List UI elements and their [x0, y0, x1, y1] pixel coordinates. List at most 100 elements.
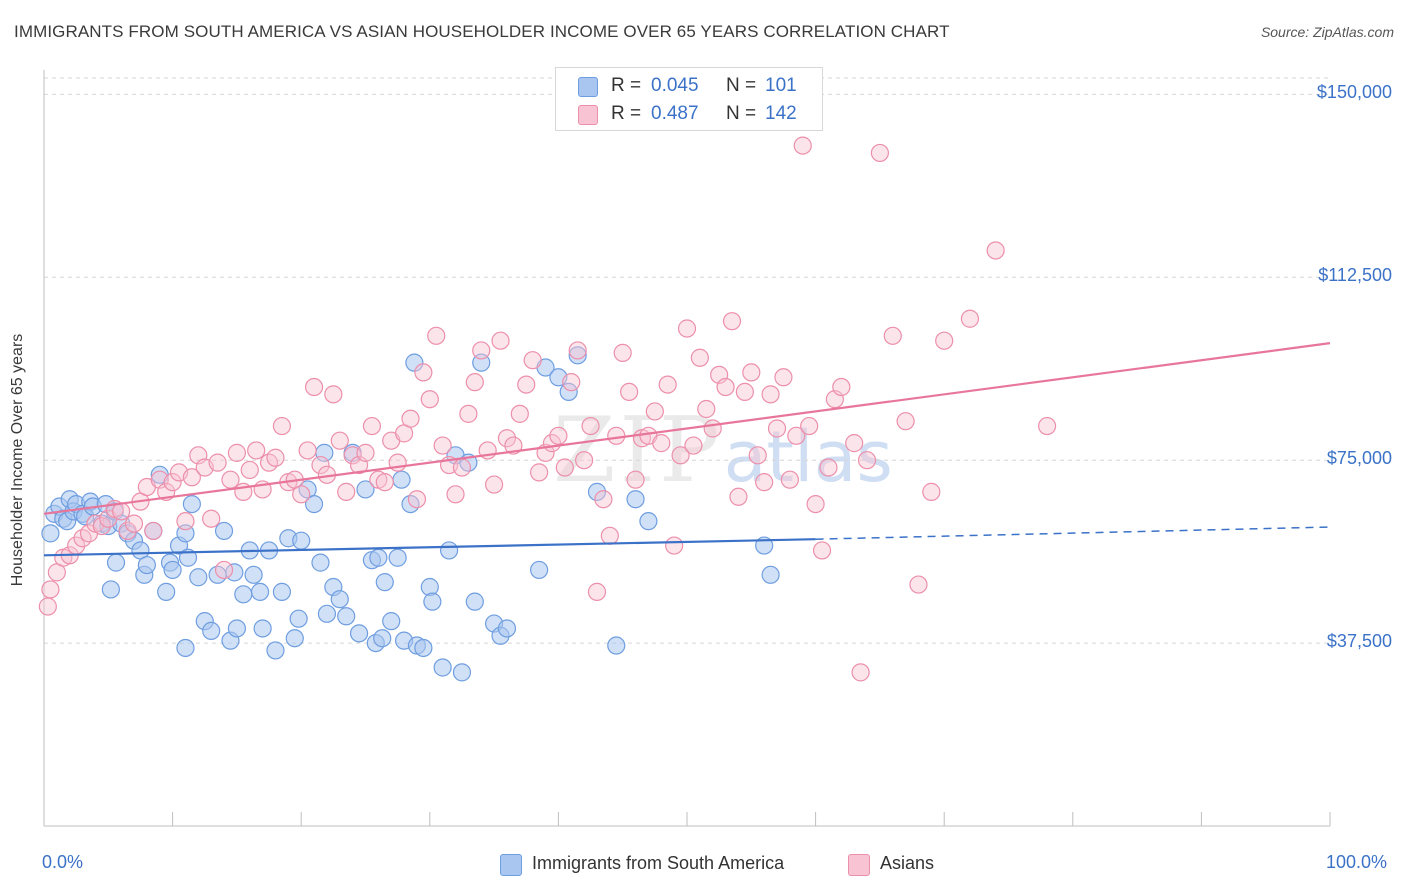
data-point-immigrants [289, 609, 308, 628]
data-point-asians [652, 434, 671, 453]
data-point-immigrants [106, 553, 126, 572]
data-point-asians [748, 446, 767, 465]
data-point-asians [575, 451, 594, 470]
legend-n-label: N = [726, 75, 757, 96]
data-point-immigrants [202, 621, 221, 641]
data-point-asians [613, 343, 632, 362]
data-point-asians [420, 390, 439, 409]
data-point-asians [221, 470, 240, 489]
data-point-immigrants [317, 604, 337, 623]
data-point-asians [510, 404, 529, 423]
data-point-immigrants [234, 585, 253, 604]
data-point-asians [176, 512, 195, 531]
data-point-asians [671, 446, 690, 465]
data-point-immigrants [253, 619, 272, 638]
data-point-asians [472, 341, 491, 360]
data-point-immigrants [272, 582, 292, 601]
data-point-immigrants [587, 482, 607, 501]
data-point-asians [497, 429, 517, 448]
legend-row-asians: R = 0.487 N = 142 [556, 100, 822, 130]
data-point-asians [684, 436, 703, 455]
data-point-asians [124, 514, 144, 533]
data-point-asians [324, 385, 343, 404]
y-tick-label: $37,500 [1326, 631, 1392, 652]
data-point-asians [735, 382, 754, 402]
data-point-asians [459, 404, 478, 423]
series-immigrants-points [41, 346, 780, 682]
data-point-asians [292, 485, 311, 504]
data-point-asians [562, 373, 581, 392]
data-point-asians [774, 368, 793, 387]
data-point-immigrants [244, 565, 263, 584]
data-point-asians [697, 399, 716, 419]
data-point-asians [92, 516, 111, 536]
data-point-asians [755, 473, 774, 492]
data-point-immigrants [304, 494, 324, 514]
data-point-asians [452, 458, 472, 477]
data-point-asians [658, 375, 677, 394]
data-point-asians [857, 451, 877, 470]
data-point-immigrants [465, 592, 484, 611]
data-point-asians [407, 490, 427, 509]
data-point-asians [202, 509, 221, 528]
axes [43, 70, 1331, 827]
data-point-asians [427, 326, 446, 345]
data-point-immigrants [163, 560, 182, 580]
data-point-immigrants [157, 582, 176, 601]
data-point-asians [311, 455, 330, 475]
data-point-asians [414, 363, 433, 382]
data-point-asians [780, 470, 799, 489]
legend-swatch-asians [578, 105, 598, 125]
trend-line-immigrants-extrapolated [815, 526, 1331, 540]
trend-lines [43, 342, 1331, 557]
data-point-asians [812, 541, 832, 560]
data-point-asians [304, 377, 324, 397]
data-point-asians [163, 473, 182, 492]
data-point-immigrants [337, 607, 356, 626]
data-point-immigrants [568, 346, 587, 365]
chart-title: IMMIGRANTS FROM SOUTH AMERICA VS ASIAN H… [14, 22, 950, 41]
data-point-immigrants [356, 480, 375, 499]
data-point-asians [227, 443, 246, 462]
data-point-asians [38, 597, 57, 616]
data-point-immigrants [639, 512, 658, 531]
data-point-immigrants [41, 524, 60, 543]
data-point-immigrants [182, 494, 201, 514]
data-point-asians [665, 536, 684, 555]
data-point-asians [870, 143, 890, 163]
legend-r-value: 0.487 [651, 103, 699, 124]
legend-label-immigrants: Immigrants from South America [532, 853, 785, 873]
data-point-asians [883, 326, 902, 345]
data-point-immigrants [101, 580, 120, 599]
data-point-asians [337, 482, 356, 501]
data-point-immigrants [330, 590, 349, 609]
watermark: ZIPatlas [553, 398, 893, 503]
data-point-asians [504, 436, 523, 455]
data-point-asians [362, 416, 382, 436]
data-point-asians [581, 416, 600, 436]
data-point-asians [742, 363, 761, 382]
x-tick-label-max: 100.0% [1326, 852, 1388, 872]
watermark-atlas: atlas [723, 416, 893, 498]
legend-row-immigrants: R = 0.045 N = 101 [556, 72, 822, 102]
data-point-immigrants [369, 548, 388, 567]
legend-r-label: R = [611, 103, 642, 124]
data-point-asians [722, 312, 742, 331]
data-point-asians [832, 377, 851, 397]
data-point-immigrants [311, 553, 330, 572]
data-point-asians [935, 331, 954, 350]
gridlines [44, 77, 1330, 644]
data-point-immigrants [214, 521, 234, 541]
data-point-immigrants [176, 638, 195, 658]
legend-n-value: 142 [765, 103, 797, 124]
data-point-asians [214, 560, 234, 580]
data-point-asians [401, 409, 420, 428]
data-point-asians [208, 453, 227, 472]
data-point-immigrants [137, 555, 156, 575]
data-point-asians [433, 436, 452, 455]
data-point-asians [555, 458, 574, 477]
data-point-asians [600, 526, 619, 545]
data-point-asians [298, 441, 317, 460]
data-point-asians [1037, 416, 1057, 436]
legend-swatch-asians [848, 854, 870, 876]
